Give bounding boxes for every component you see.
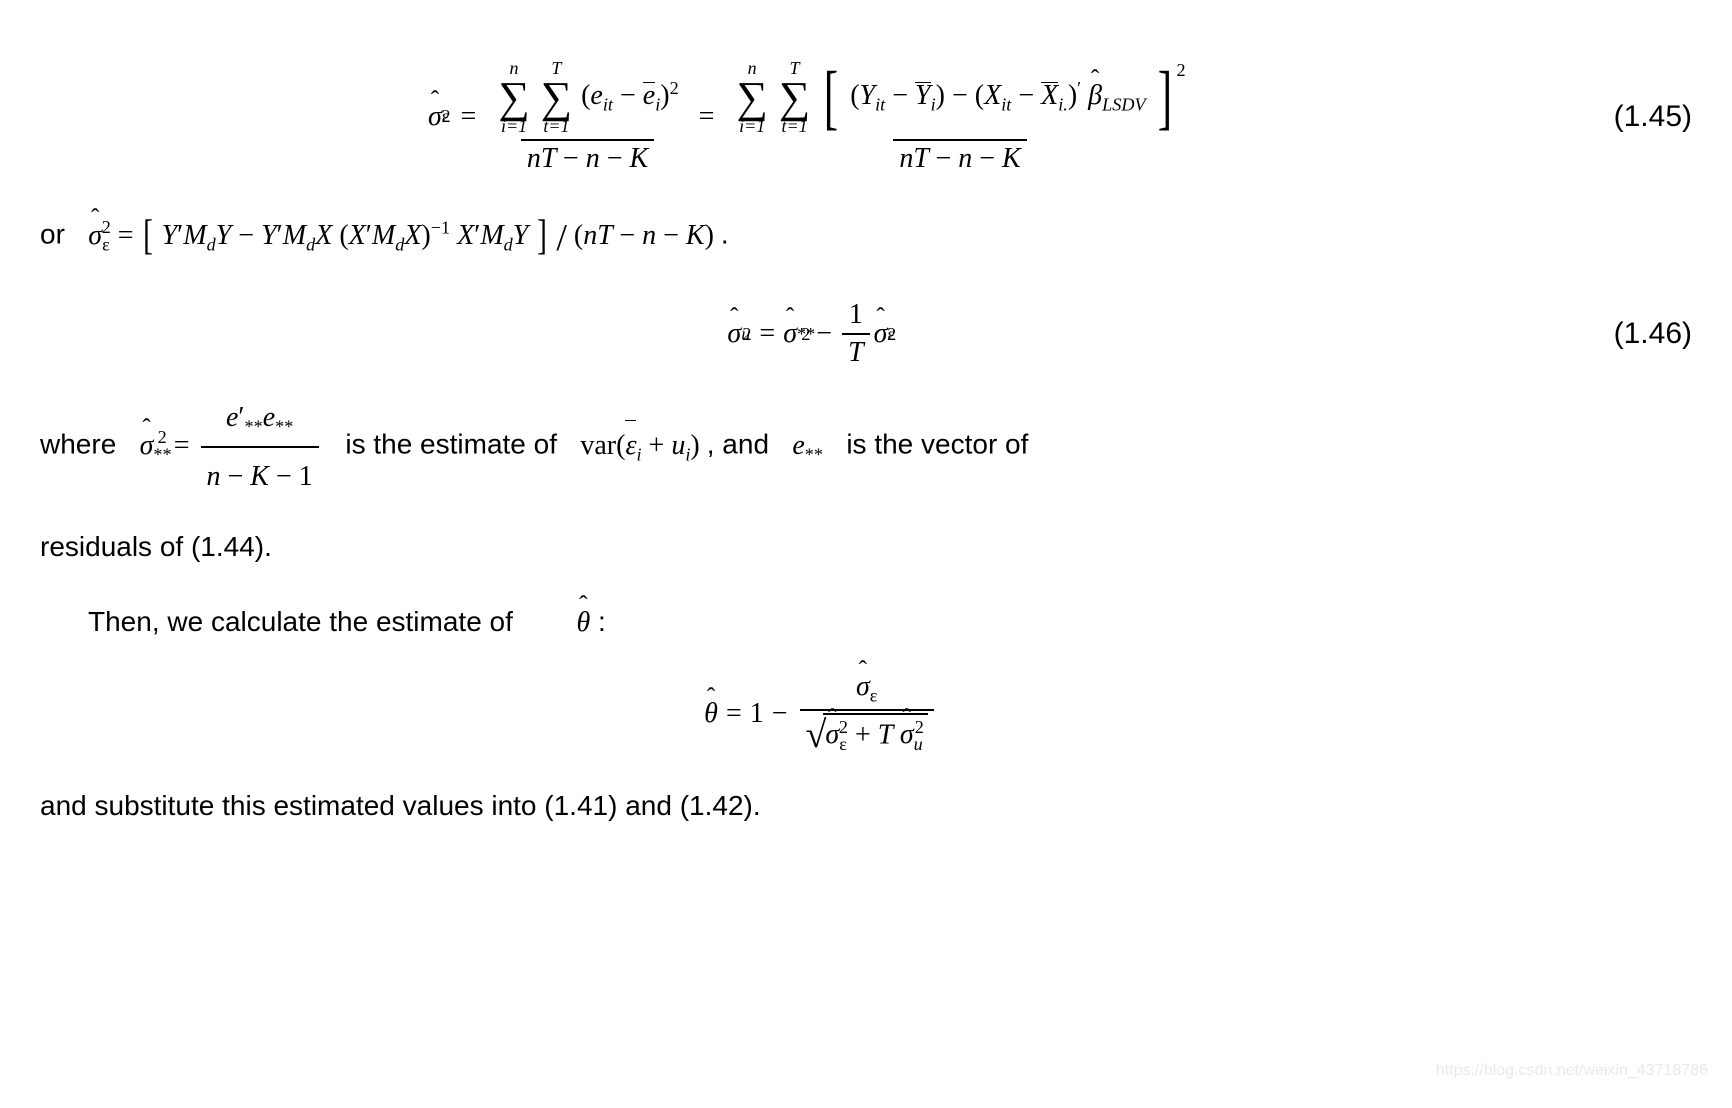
where-mid: is the estimate of	[345, 429, 557, 460]
or-suffix: .	[721, 219, 729, 250]
where-line-2: residuals of (1.44).	[40, 520, 1692, 573]
equation-146-number: (1.46)	[1614, 317, 1692, 351]
final-line: and substitute this estimated values int…	[40, 779, 1692, 832]
equation-theta: θ = 1 − σε √ σε2 + T σu2	[40, 671, 1692, 757]
equation-146: σu2 = σ**2 − 1 T σε2 (1.46)	[40, 299, 1692, 369]
equation-145-number: (1.45)	[1614, 100, 1692, 134]
watermark-text: https://blog.csdn.net/weixin_43718786	[1436, 1062, 1708, 1080]
then-text: Then, we calculate the estimate of	[88, 606, 513, 637]
where-line: where σ**2 = e′**e** n − K − 1 is the es…	[40, 391, 1692, 503]
or-prefix: or	[40, 219, 65, 250]
where-prefix: where	[40, 429, 116, 460]
where-tail-a: , and	[707, 429, 769, 460]
where-tail-b: is the vector of	[846, 429, 1028, 460]
equation-theta-body: θ = 1 − σε √ σε2 + T σu2	[40, 671, 1602, 757]
equation-146-body: σu2 = σ**2 − 1 T σε2	[40, 299, 1584, 369]
equation-or-line: or σε2 = [ Y′MdY − Y′MdX (X′MdX)−1 X′MdY…	[40, 197, 1692, 277]
equation-145: σε2 = n∑i=1 T∑t=1 (eit − ei)2 nT − n − K…	[40, 58, 1692, 175]
then-line: Then, we calculate the estimate of θ :	[40, 595, 1692, 649]
equation-145-body: σε2 = n∑i=1 T∑t=1 (eit − ei)2 nT − n − K…	[40, 58, 1584, 175]
